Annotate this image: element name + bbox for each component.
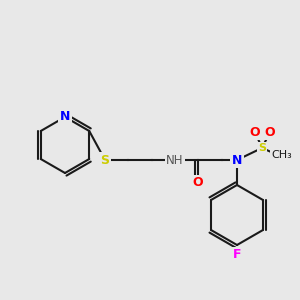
Text: S: S — [258, 143, 266, 153]
Text: O: O — [250, 125, 260, 139]
Text: CH₃: CH₃ — [272, 150, 292, 160]
Text: NH: NH — [166, 154, 184, 166]
Text: S: S — [100, 154, 109, 166]
Text: F: F — [233, 248, 241, 262]
Text: O: O — [193, 176, 203, 190]
Text: O: O — [265, 125, 275, 139]
Text: N: N — [60, 110, 70, 124]
Text: N: N — [232, 154, 242, 166]
